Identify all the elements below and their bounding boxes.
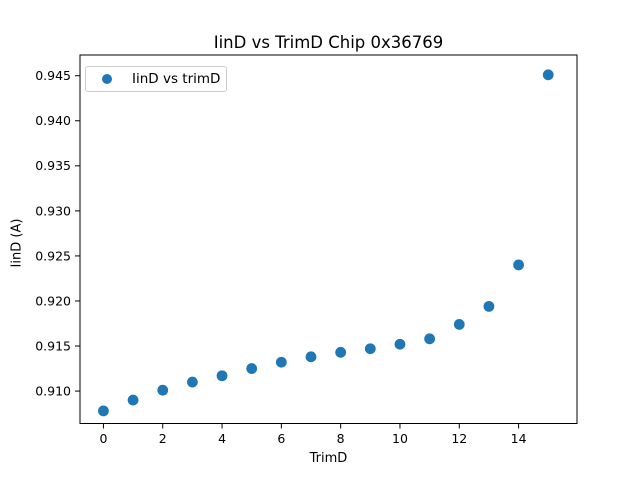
x-tick-label: 0 bbox=[99, 431, 107, 446]
y-tick-label: 0.920 bbox=[35, 293, 71, 308]
y-tick-label: 0.915 bbox=[35, 338, 71, 353]
data-point bbox=[186, 376, 198, 388]
y-tick-label: 0.935 bbox=[35, 158, 71, 173]
x-tick-label: 2 bbox=[159, 431, 167, 446]
y-tick-label: 0.925 bbox=[35, 248, 71, 263]
data-point bbox=[246, 363, 258, 374]
x-tick-label: 4 bbox=[218, 431, 226, 446]
data-point bbox=[275, 356, 287, 368]
data-point bbox=[364, 343, 376, 355]
axes-frame bbox=[79, 54, 578, 424]
data-point bbox=[305, 351, 317, 363]
legend: IinD vs trimD bbox=[85, 66, 227, 92]
data-point bbox=[483, 300, 495, 312]
y-tick-label: 0.910 bbox=[35, 383, 71, 398]
x-tick-label: 14 bbox=[511, 431, 527, 446]
chart-title: IinD vs TrimD Chip 0x36769 bbox=[213, 33, 444, 52]
y-tick-label: 0.930 bbox=[35, 203, 71, 218]
data-point bbox=[335, 346, 347, 358]
x-axis-label: TrimD bbox=[309, 451, 348, 466]
data-point bbox=[542, 69, 554, 81]
data-point bbox=[513, 259, 524, 271]
legend-marker-dot bbox=[102, 74, 112, 84]
data-point bbox=[453, 318, 465, 330]
x-tick-label: 6 bbox=[277, 431, 285, 446]
y-tick-label: 0.945 bbox=[35, 68, 71, 83]
data-point bbox=[157, 384, 169, 396]
x-tick-label: 12 bbox=[451, 431, 467, 446]
y-tick-label: 0.940 bbox=[35, 113, 71, 128]
legend-label: IinD vs trimD bbox=[132, 71, 221, 87]
data-point bbox=[424, 333, 436, 345]
data-point bbox=[98, 405, 109, 417]
x-tick-label: 8 bbox=[337, 431, 345, 446]
data-point bbox=[394, 338, 406, 350]
x-tick-label: 10 bbox=[392, 431, 408, 446]
y-axis-label: IinD (A) bbox=[9, 218, 25, 268]
data-point bbox=[216, 370, 228, 382]
data-point bbox=[127, 394, 139, 406]
